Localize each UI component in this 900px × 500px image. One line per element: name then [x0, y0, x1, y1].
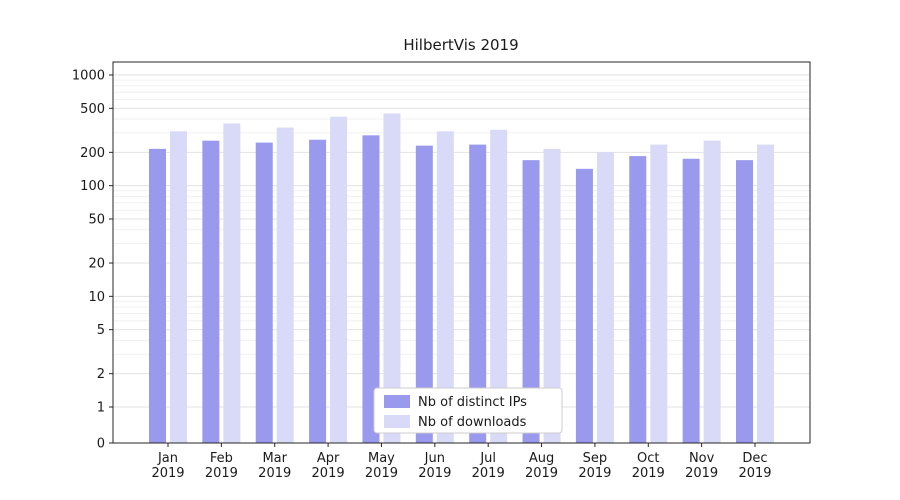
- x-tick-label-year: 2019: [685, 466, 718, 481]
- x-tick-label-month: Feb: [210, 451, 233, 466]
- y-tick-label: 2: [97, 367, 105, 382]
- x-tick-label-year: 2019: [365, 466, 398, 481]
- y-tick-label: 500: [80, 102, 105, 117]
- bar-nb-of-distinct-ips-nov: [682, 158, 700, 444]
- bar-nb-of-distinct-ips-jun: [415, 145, 433, 444]
- legend: Nb of distinct IPs Nb of downloads: [373, 387, 563, 434]
- bar-nb-of-distinct-ips-jul: [469, 144, 487, 444]
- y-tick-label: 200: [80, 146, 105, 161]
- bar-nb-of-distinct-ips-may: [362, 135, 380, 443]
- legend-box: [373, 387, 563, 434]
- bar-nb-of-downloads-aug: [543, 148, 561, 443]
- y-tick-label: 100: [80, 179, 105, 194]
- x-tick-label-year: 2019: [258, 466, 291, 481]
- x-tick-label-month: May: [368, 451, 395, 466]
- bar-nb-of-downloads-oct: [650, 144, 668, 444]
- legend-swatch-0: [384, 395, 410, 408]
- x-tick-label-month: Sep: [583, 451, 608, 466]
- x-tick-label-month: Apr: [317, 451, 340, 466]
- y-tick-label: 10: [88, 290, 105, 305]
- x-tick-label-year: 2019: [578, 466, 611, 481]
- y-tick-label: 50: [88, 212, 105, 227]
- y-tick-label: 1000: [72, 69, 105, 84]
- plot-frame: [112, 61, 811, 444]
- y-tick-label: 20: [88, 257, 105, 272]
- x-tick-label-month: Jul: [479, 451, 496, 466]
- chart-title: HilbertVis 2019: [403, 36, 518, 54]
- x-tick-label-month: Jan: [157, 451, 178, 466]
- x-tick-label-month: Jun: [424, 451, 445, 466]
- x-tick-label-year: 2019: [418, 466, 451, 481]
- x-tick-label-year: 2019: [738, 466, 771, 481]
- bar-nb-of-distinct-ips-feb: [202, 140, 220, 444]
- bar-nb-of-downloads-apr: [330, 116, 348, 443]
- bar-nb-of-downloads-sep: [596, 152, 614, 444]
- y-tick-label: 5: [97, 323, 105, 338]
- bar-nb-of-distinct-ips-apr: [309, 139, 327, 443]
- x-tick-label-year: 2019: [632, 466, 665, 481]
- y-tick-label: 1: [97, 401, 105, 416]
- axes: 01251020501002005001000Jan2019Feb2019Mar…: [72, 61, 811, 481]
- x-tick-label-month: Nov: [689, 451, 715, 466]
- bar-nb-of-downloads-jul: [490, 129, 508, 443]
- bar-nb-of-downloads-jun: [436, 131, 454, 443]
- bar-nb-of-distinct-ips-dec: [736, 160, 753, 444]
- bar-nb-of-distinct-ips-sep: [575, 168, 593, 444]
- x-tick-label-year: 2019: [312, 466, 345, 481]
- x-tick-label-month: Oct: [637, 451, 659, 466]
- x-tick-label-year: 2019: [525, 466, 558, 481]
- legend-label-0: Nb of distinct IPs: [418, 395, 527, 410]
- x-tick-label-year: 2019: [151, 466, 184, 481]
- x-tick-label-month: Dec: [742, 451, 767, 466]
- x-tick-label-year: 2019: [472, 466, 505, 481]
- bar-nb-of-distinct-ips-jan: [149, 148, 166, 443]
- x-tick-label-month: Aug: [529, 451, 554, 466]
- bar-nb-of-distinct-ips-mar: [255, 142, 273, 444]
- bar-nb-of-downloads-nov: [703, 140, 721, 444]
- bar-nb-of-downloads-jan: [170, 131, 187, 443]
- x-tick-label-month: Mar: [262, 451, 287, 466]
- bars: [149, 113, 774, 444]
- legend-swatch-1: [384, 415, 410, 428]
- y-tick-label: 0: [97, 437, 105, 452]
- bar-nb-of-downloads-may: [383, 113, 401, 444]
- bar-nb-of-downloads-mar: [276, 127, 294, 443]
- bar-nb-of-distinct-ips-aug: [522, 160, 540, 444]
- bar-nb-of-downloads-feb: [223, 123, 241, 444]
- legend-label-1: Nb of downloads: [418, 415, 527, 430]
- bar-nb-of-distinct-ips-oct: [629, 156, 647, 443]
- bar-nb-of-downloads-dec: [757, 144, 774, 444]
- x-tick-label-year: 2019: [205, 466, 238, 481]
